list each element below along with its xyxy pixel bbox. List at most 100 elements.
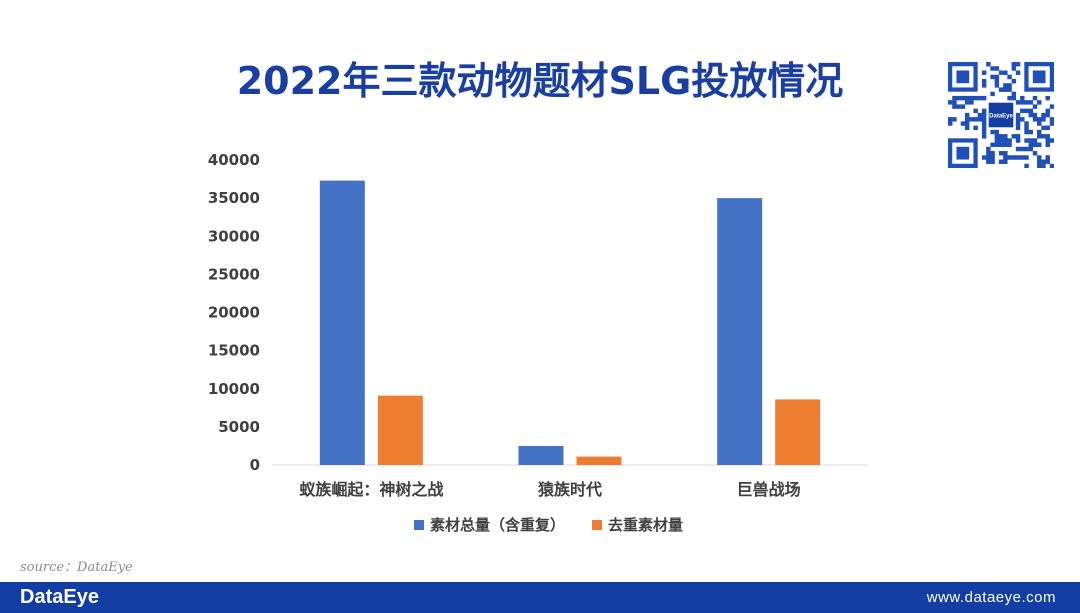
qr-module <box>981 129 987 135</box>
qr-module <box>1028 100 1033 105</box>
qr-module <box>1015 138 1021 143</box>
qr-module <box>994 66 1000 71</box>
qr-logo-text: DataEye <box>989 114 1013 120</box>
qr-finder-inner <box>956 146 970 160</box>
y-tick-label: 25000 <box>208 265 260 283</box>
qr-code: DataEye <box>948 62 1055 169</box>
footer-url[interactable]: www.dataeye.com <box>926 589 1056 606</box>
qr-module <box>1049 138 1055 143</box>
qr-module <box>1028 142 1033 147</box>
qr-module <box>981 70 987 75</box>
qr-module <box>1049 121 1055 126</box>
qr-module <box>1007 87 1012 92</box>
qr-module <box>1024 108 1029 114</box>
qr-module <box>969 95 974 101</box>
qr-module <box>1037 100 1042 105</box>
qr-module <box>994 83 1000 88</box>
qr-module <box>969 117 974 122</box>
qr-module <box>990 155 995 160</box>
qr-module <box>1015 62 1021 67</box>
qr-module <box>981 134 987 139</box>
qr-module <box>1037 134 1042 139</box>
qr-module <box>1024 138 1029 143</box>
qr-module <box>956 95 961 101</box>
qr-module <box>1015 134 1021 139</box>
qr-module <box>994 142 1000 147</box>
qr-module <box>1003 87 1008 92</box>
qr-module <box>1011 155 1017 160</box>
x-category-label: 巨兽战场 <box>737 480 801 499</box>
qr-module <box>960 121 966 126</box>
qr-module <box>1045 159 1050 164</box>
y-tick-label: 15000 <box>208 342 260 360</box>
qr-module <box>986 146 991 152</box>
qr-module <box>1032 112 1038 118</box>
qr-module <box>1011 78 1017 84</box>
qr-module <box>1015 100 1021 105</box>
qr-module <box>1015 112 1021 118</box>
qr-module <box>1020 146 1025 152</box>
legend-swatch <box>414 520 424 530</box>
qr-module <box>990 142 995 147</box>
qr-module <box>1037 117 1042 122</box>
qr-module <box>1049 117 1055 122</box>
qr-module <box>1045 142 1050 147</box>
qr-module <box>998 134 1004 139</box>
qr-module <box>977 117 983 122</box>
qr-module <box>998 142 1004 147</box>
qr-module <box>1028 112 1033 118</box>
qr-module <box>948 121 953 126</box>
qr-module <box>994 134 1000 139</box>
qr-module <box>1037 155 1042 160</box>
qr-module <box>1037 121 1042 126</box>
qr-module <box>981 95 987 101</box>
qr-module <box>998 87 1004 92</box>
qr-module <box>1045 108 1050 114</box>
qr-module <box>1011 95 1017 101</box>
qr-module <box>1011 62 1017 67</box>
qr-module <box>1024 125 1029 131</box>
qr-module <box>1037 159 1042 164</box>
bar <box>319 180 365 465</box>
qr-module <box>1003 159 1008 164</box>
qr-module <box>1041 134 1046 139</box>
qr-module <box>1015 117 1021 122</box>
chart-title: 2022年三款动物题材SLG投放情况 <box>236 59 844 103</box>
qr-module <box>960 104 966 109</box>
qr-module <box>1041 112 1046 118</box>
qr-module <box>952 100 957 105</box>
qr-module <box>964 95 970 101</box>
qr-module <box>1015 155 1021 160</box>
qr-module <box>1015 146 1021 152</box>
qr-module <box>986 159 991 164</box>
qr-module <box>1045 155 1050 160</box>
qr-module <box>1041 117 1046 122</box>
source-note: source：DataEye <box>20 560 133 575</box>
qr-module <box>964 125 970 131</box>
bar <box>576 456 622 465</box>
qr-module <box>1011 134 1017 139</box>
qr-module <box>973 95 978 101</box>
qr-module <box>1020 108 1025 114</box>
qr-module <box>990 159 995 164</box>
qr-module <box>1037 129 1042 135</box>
qr-module <box>1045 112 1050 118</box>
qr-module <box>964 121 970 126</box>
bar <box>518 445 564 465</box>
qr-module <box>1037 163 1042 169</box>
qr-module <box>1037 142 1042 147</box>
qr-module <box>973 125 978 131</box>
qr-module <box>1024 163 1029 169</box>
qr-module <box>1049 163 1055 169</box>
qr-module <box>990 151 995 156</box>
qr-module <box>1028 108 1033 114</box>
qr-module <box>981 78 987 84</box>
bar <box>717 198 763 465</box>
qr-module <box>986 155 991 160</box>
qr-module <box>986 151 991 156</box>
y-tick-label: 20000 <box>208 304 260 322</box>
qr-module <box>952 95 957 101</box>
qr-module <box>990 129 995 135</box>
qr-module <box>1024 100 1029 105</box>
qr-module <box>1015 70 1021 75</box>
